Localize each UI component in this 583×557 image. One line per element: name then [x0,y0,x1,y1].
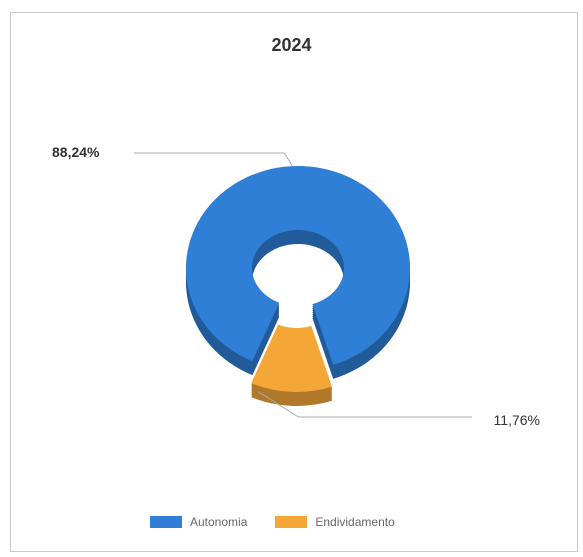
pie-slice-autonomia[interactable] [186,166,411,379]
legend-swatch-endividamento [275,516,308,528]
legend-label-endividamento: Endividamento [315,515,395,529]
data-label-autonomia: 88,24% [52,144,100,160]
chart-title: 2024 [271,35,312,55]
legend-swatch-autonomia [150,516,182,528]
pie-slice-endividamento[interactable] [251,324,333,406]
leader-line-endividamento [258,391,472,418]
legend-item-endividamento[interactable]: Endividamento [275,515,395,529]
data-label-endividamento: 11,76% [494,412,540,428]
legend-item-autonomia[interactable]: Autonomia [150,515,247,529]
pie-slice-top [186,166,410,365]
leader-line-autonomia [134,152,293,167]
chart-legend: Autonomia Endividamento [150,515,395,529]
pie-slice-top [251,324,333,392]
chart-panel [10,12,578,552]
legend-label-autonomia: Autonomia [190,515,248,529]
